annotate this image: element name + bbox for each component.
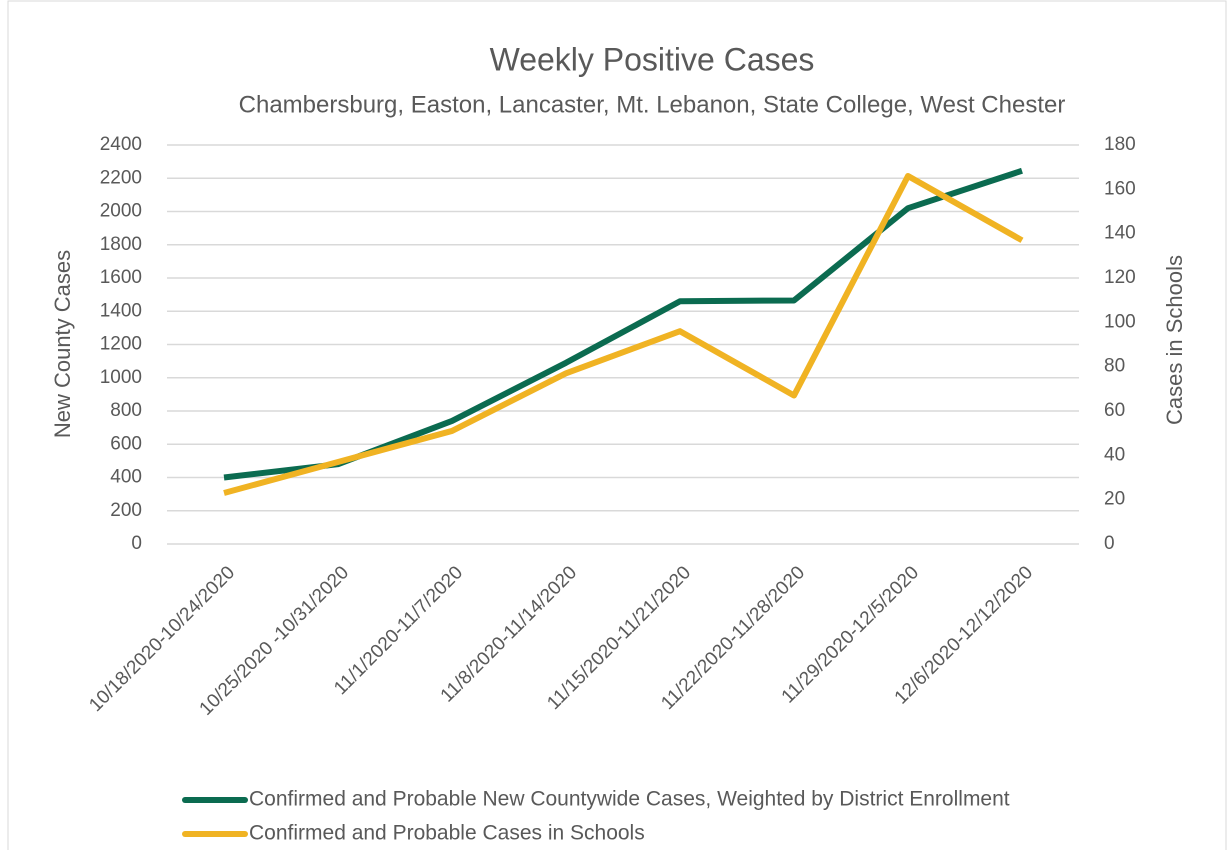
y-tick-label: 1600 xyxy=(100,267,142,288)
y2-tick-label: 20 xyxy=(1104,489,1125,510)
y-tick-label: 600 xyxy=(110,433,142,454)
chart-subtitle: Chambersburg, Easton, Lancaster, Mt. Leb… xyxy=(239,91,1066,118)
y-tick-label: 800 xyxy=(110,400,142,421)
y-tick-label: 200 xyxy=(110,500,142,521)
y-tick-label: 2400 xyxy=(100,134,142,155)
legend-label: Confirmed and Probable Cases in Schools xyxy=(249,822,645,845)
y2-tick-label: 120 xyxy=(1104,267,1136,288)
y-tick-label: 400 xyxy=(110,467,142,488)
y2-tick-label: 100 xyxy=(1104,311,1136,332)
y2-tick-label: 0 xyxy=(1104,533,1115,554)
y-tick-label: 1800 xyxy=(100,234,142,255)
y-axis-label: New County Cases xyxy=(50,250,75,438)
y2-tick-label: 180 xyxy=(1104,134,1136,155)
y-tick-label: 0 xyxy=(131,533,142,554)
y2-tick-label: 160 xyxy=(1104,178,1136,199)
y2-tick-label: 80 xyxy=(1104,356,1125,377)
y-tick-label: 2000 xyxy=(100,201,142,222)
y-tick-label: 2200 xyxy=(100,167,142,188)
series-line xyxy=(223,173,1024,496)
y2-tick-label: 140 xyxy=(1104,223,1136,244)
x-tick-label: 11/1/2020-11/7/2020 xyxy=(330,562,467,699)
y-tick-label: 1000 xyxy=(100,367,142,388)
y2-tick-label: 60 xyxy=(1104,400,1125,421)
legend-label: Confirmed and Probable New Countywide Ca… xyxy=(249,788,1010,811)
y-tick-label: 1400 xyxy=(100,300,142,321)
y2-tick-label: 40 xyxy=(1104,444,1125,465)
y-tick-label: 1200 xyxy=(100,334,142,355)
chart-title: Weekly Positive Cases xyxy=(490,41,815,77)
series-line xyxy=(223,167,1023,481)
chart-border xyxy=(7,0,1227,850)
y2-axis-label: Cases in Schools xyxy=(1162,255,1187,425)
